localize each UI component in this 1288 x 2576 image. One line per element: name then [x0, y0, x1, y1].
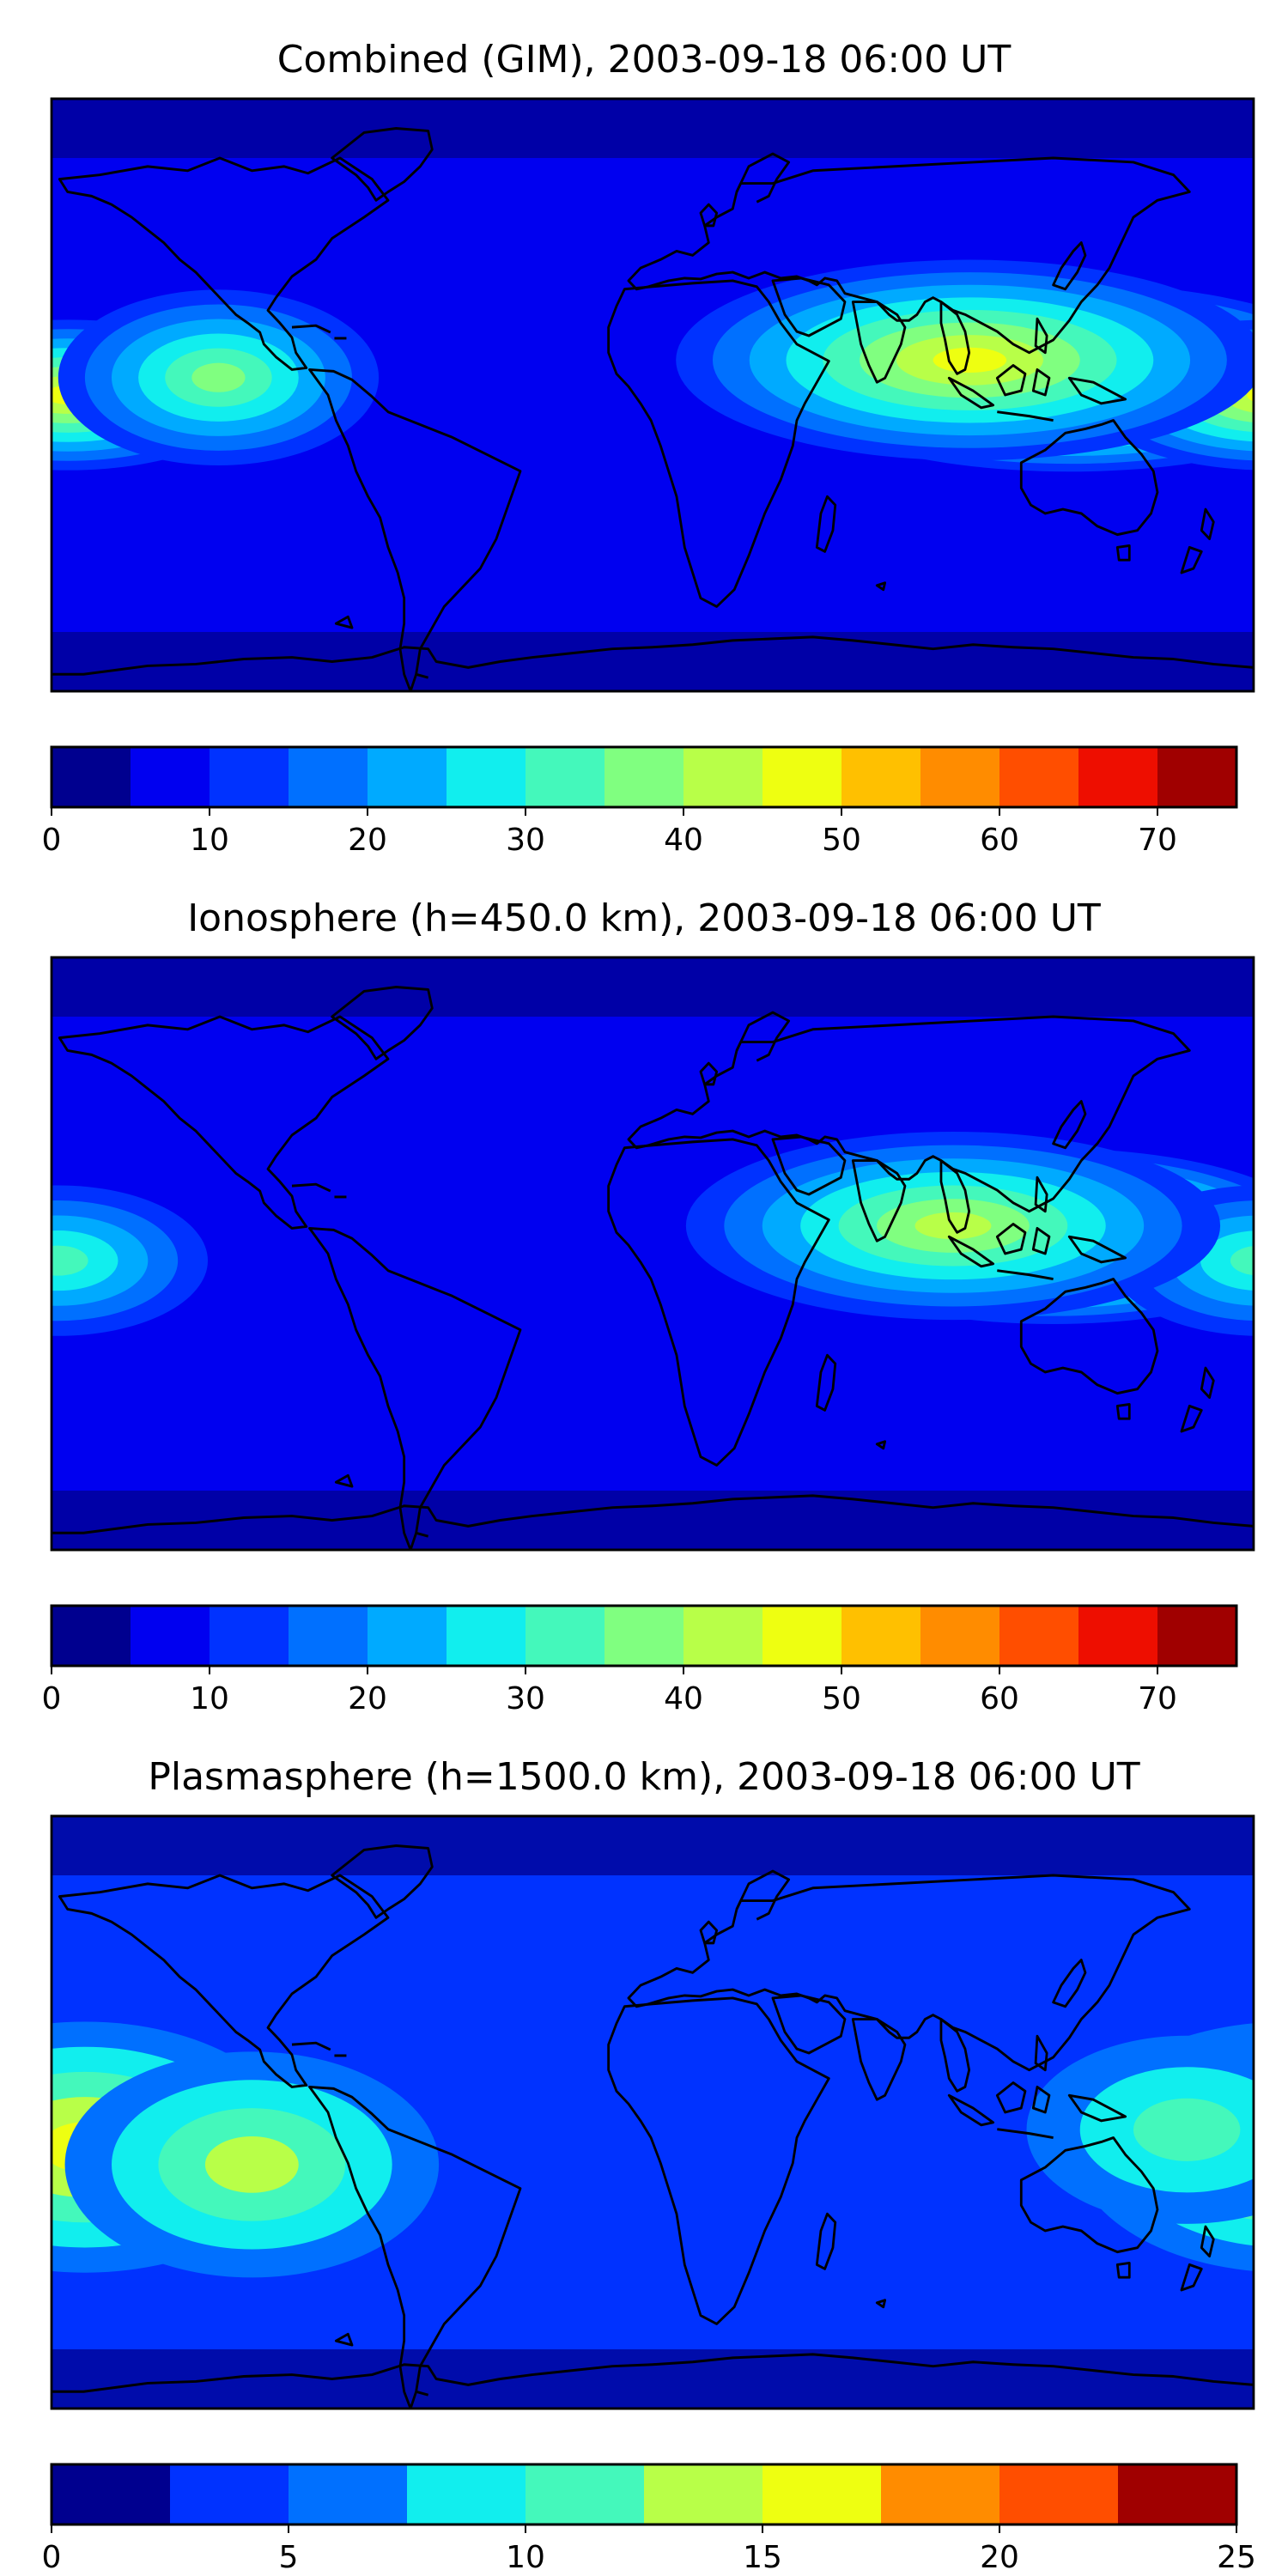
- colorbar: 0 5 10 15 20 25: [42, 2463, 1256, 2575]
- colorbar-segment: [683, 1606, 763, 1666]
- colorbar-segment: [447, 747, 526, 807]
- colorbar-tick-label: 20: [348, 823, 387, 858]
- colorbar-segment: [131, 1606, 210, 1666]
- tec-field: [52, 957, 1254, 1550]
- colorbar-segment: [289, 1606, 368, 1666]
- polar-band: [52, 1490, 1254, 1550]
- colorbar-segment: [999, 2464, 1119, 2524]
- colorbar-segment: [526, 1606, 605, 1666]
- colorbar-segment: [920, 1606, 1000, 1666]
- colorbar-segment: [210, 1606, 289, 1666]
- panel-title: Ionosphere (h=450.0 km), 2003-09-18 06:0…: [187, 896, 1101, 940]
- colorbar-tick-label: 20: [980, 2540, 1019, 2575]
- colorbar-segment: [762, 2464, 882, 2524]
- colorbar-tick-label: 25: [1217, 2540, 1256, 2575]
- contour-level: [204, 2136, 299, 2193]
- colorbar-tick-label: 20: [348, 1681, 387, 1716]
- contour-level: [191, 362, 246, 392]
- colorbar-segment: [447, 1606, 526, 1666]
- colorbar-segment: [605, 1606, 684, 1666]
- colorbar-segment: [407, 2464, 526, 2524]
- colorbar-segment: [1157, 747, 1237, 807]
- colorbar-tick-label: 15: [743, 2540, 782, 2575]
- colorbar-tick-label: 60: [980, 1681, 1019, 1716]
- colorbar-tick-label: 30: [506, 1681, 545, 1716]
- colorbar-frame: [50, 1604, 1238, 1668]
- colorbar-segment: [762, 1606, 842, 1666]
- colorbar-tick-label: 40: [664, 1681, 703, 1716]
- colorbar-segment: [131, 747, 210, 807]
- map-panel-ionosphere: [50, 956, 1255, 1552]
- colorbar-segment: [52, 1606, 131, 1666]
- colorbar-segment: [841, 747, 921, 807]
- colorbar-tick-label: 0: [42, 823, 62, 858]
- map-panel-plasmasphere: [50, 1814, 1255, 2410]
- colorbar-frame: [50, 2463, 1238, 2526]
- contour-level: [52, 1245, 88, 1276]
- colorbar-tick-label: 70: [1138, 823, 1177, 858]
- colorbar-tick-label: 50: [822, 823, 861, 858]
- colorbar-segment: [210, 747, 289, 807]
- colorbar-tick-label: 60: [980, 823, 1019, 858]
- colorbar-segment: [1157, 1606, 1237, 1666]
- colorbar-tick-label: 30: [506, 823, 545, 858]
- colorbar-segment: [605, 747, 684, 807]
- colorbar-tick-label: 10: [506, 2540, 545, 2575]
- colorbar-segment: [881, 2464, 1000, 2524]
- polar-band: [52, 631, 1254, 691]
- tec-field: [52, 99, 1254, 691]
- colorbar-segment: [1118, 2464, 1237, 2524]
- colorbar-segment: [52, 2464, 171, 2524]
- colorbar-segment: [683, 747, 763, 807]
- colorbar-segment: [368, 1606, 447, 1666]
- colorbar-segment: [52, 747, 131, 807]
- colorbar-segment: [920, 747, 1000, 807]
- panel-title: Plasmasphere (h=1500.0 km), 2003-09-18 0…: [148, 1755, 1139, 1799]
- polar-band: [52, 99, 1254, 158]
- colorbar-segment: [999, 747, 1079, 807]
- polar-band: [52, 1816, 1254, 1875]
- polar-band: [52, 2348, 1254, 2409]
- colorbar-segment: [762, 747, 842, 807]
- colorbar-segment: [999, 1606, 1079, 1666]
- colorbar-segment: [368, 747, 447, 807]
- contour-level: [1230, 1246, 1254, 1276]
- colorbar-segment: [1078, 747, 1158, 807]
- colorbar-segment: [644, 2464, 763, 2524]
- colorbar-segment: [526, 2464, 645, 2524]
- colorbar-tick-label: 0: [42, 1681, 62, 1716]
- colorbar-segment: [841, 1606, 921, 1666]
- colorbar-segment: [526, 747, 605, 807]
- map-panel-combined: [50, 97, 1255, 693]
- colorbar-segment: [1078, 1606, 1158, 1666]
- map-frame: [50, 1814, 1255, 2410]
- map-frame: [50, 97, 1255, 693]
- polar-band: [52, 957, 1254, 1017]
- colorbar-segment: [289, 747, 368, 807]
- map-frame: [50, 956, 1255, 1552]
- colorbar-segment: [170, 2464, 289, 2524]
- colorbar-tick-label: 50: [822, 1681, 861, 1716]
- colorbar-tick-label: 40: [664, 823, 703, 858]
- colorbar: 0 10 20 30 40 50 60 70: [42, 1604, 1238, 1716]
- contour-level: [1133, 2098, 1241, 2161]
- colorbar-tick-label: 10: [190, 1681, 229, 1716]
- colorbar: 0 10 20 30 40 50 60 70: [42, 745, 1238, 858]
- colorbar-segment: [289, 2464, 408, 2524]
- colorbar-frame: [50, 745, 1238, 809]
- tec-field: [52, 1816, 1254, 2409]
- colorbar-tick-label: 0: [42, 2540, 62, 2575]
- colorbar-tick-label: 70: [1138, 1681, 1177, 1716]
- colorbar-tick-label: 5: [279, 2540, 299, 2575]
- panel-title: Combined (GIM), 2003-09-18 06:00 UT: [277, 38, 1012, 82]
- colorbar-tick-label: 10: [190, 823, 229, 858]
